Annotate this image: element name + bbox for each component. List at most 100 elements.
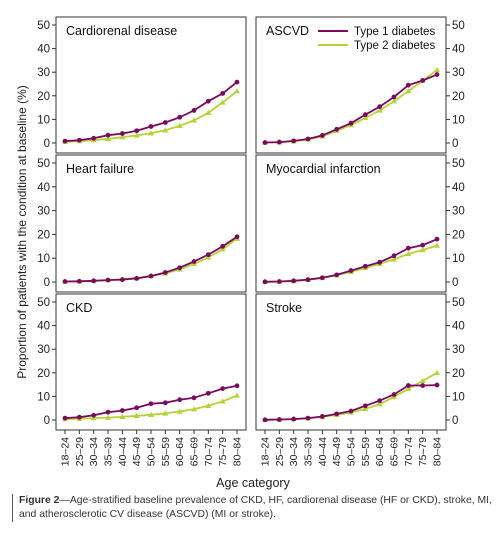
data-point-type1 [405, 82, 411, 88]
data-point-type2 [105, 135, 111, 141]
data-point-type1 [291, 278, 297, 284]
data-point-type1 [91, 278, 97, 284]
y-tick-label: 10 [452, 253, 465, 265]
data-point-type1 [362, 403, 368, 409]
data-point-type1 [348, 268, 354, 273]
data-point-type2 [405, 250, 412, 257]
data-point-type2 [434, 66, 440, 73]
data-point-type1 [434, 236, 440, 242]
data-point-type2 [419, 246, 426, 253]
y-tick-label: 20 [452, 229, 465, 241]
panel-frame [55, 16, 247, 154]
x-tick-label: 65–69 [389, 437, 401, 466]
data-point-type2 [405, 385, 412, 392]
data-point-type1 [148, 124, 154, 129]
y-tick-label: 10 [37, 114, 50, 126]
data-point-type1 [291, 138, 297, 144]
panel-frame [55, 154, 247, 293]
y-tick-label: 20 [452, 91, 465, 103]
y-tick-label: 50 [37, 20, 50, 32]
figure-caption: Figure 2—Age-stratified baseline prevale… [12, 494, 503, 522]
data-point-type2 [105, 414, 111, 420]
data-point-type2 [205, 254, 212, 260]
y-tick-label: 10 [452, 391, 465, 403]
series-line-type2 [264, 244, 438, 283]
y-tick-label: 40 [37, 182, 50, 194]
data-point-type1 [234, 234, 240, 240]
data-point-type2 [219, 246, 226, 252]
data-point-type1 [119, 277, 125, 283]
data-point-type1 [119, 131, 125, 136]
data-point-type2 [148, 411, 154, 418]
data-point-type1 [205, 390, 211, 396]
y-tick-label: 10 [37, 391, 50, 403]
data-point-type1 [319, 133, 325, 138]
data-point-type1 [91, 412, 97, 418]
data-point-type1 [305, 277, 311, 283]
data-point-type1 [377, 259, 383, 265]
data-point-type1 [234, 79, 240, 85]
data-point-type1 [91, 135, 97, 141]
data-point-type1 [134, 276, 140, 281]
y-tick-label: 40 [37, 321, 50, 333]
data-point-type2 [434, 369, 440, 375]
data-point-type1 [148, 273, 154, 279]
y-tick-label: 50 [452, 20, 465, 32]
panel-frame [255, 16, 447, 154]
y-tick-label: 30 [452, 67, 465, 79]
panel-title: Myocardial infarction [266, 162, 381, 176]
data-point-type2 [191, 406, 197, 412]
data-point-type2 [434, 242, 440, 248]
y-tick-label: 40 [452, 321, 465, 333]
panel-title: ASCVD [266, 24, 309, 38]
x-tick-label: 70–74 [403, 437, 415, 466]
data-point-type2 [234, 392, 240, 398]
data-point-type1 [305, 415, 311, 421]
y-tick-label: 0 [44, 277, 50, 289]
x-tick-label: 50–54 [346, 437, 358, 466]
data-point-type1 [191, 395, 197, 401]
y-tick-label: 30 [452, 206, 465, 218]
data-point-type2 [376, 401, 383, 407]
panel-0: 0 10 20 30 40 50 Cardiorenal disease [37, 16, 247, 154]
data-point-type1 [262, 140, 268, 145]
data-point-type1 [220, 386, 226, 392]
data-point-type2 [191, 117, 197, 123]
data-point-type2 [162, 127, 169, 133]
data-point-type1 [276, 417, 282, 422]
data-point-type1 [305, 136, 311, 142]
x-tick-label: 75–79 [417, 437, 429, 466]
data-point-type1 [76, 414, 82, 420]
data-point-type1 [420, 78, 426, 83]
y-tick-label: 50 [37, 158, 50, 170]
data-point-type1 [105, 132, 111, 138]
y-tick-label: 30 [37, 67, 50, 79]
data-point-type2 [162, 410, 169, 416]
y-tick-label: 10 [37, 253, 50, 265]
x-tick-label: 80–84 [232, 437, 244, 466]
y-tick-label: 40 [452, 182, 465, 194]
x-tick-label: 45–49 [131, 437, 143, 466]
data-point-type2 [205, 402, 212, 409]
legend-label-type1: Type 1 diabetes [354, 26, 435, 38]
data-point-type2 [148, 130, 154, 136]
data-point-type1 [291, 416, 297, 422]
data-point-type1 [220, 243, 226, 249]
data-point-type1 [420, 242, 426, 248]
data-point-type1 [205, 252, 211, 258]
panel-title: Cardiorenal disease [66, 24, 177, 38]
x-tick-label: 18–24 [60, 437, 72, 466]
x-tick-label: 25–29 [274, 437, 286, 466]
x-tick-label: 60–64 [174, 437, 186, 466]
data-point-type1 [362, 263, 368, 269]
data-point-type2 [234, 88, 240, 94]
x-tick-label: 30–34 [88, 437, 100, 466]
data-point-type1 [134, 405, 140, 411]
x-tick-label: 35–39 [103, 437, 115, 466]
x-tick-label: 80–84 [432, 437, 444, 466]
x-tick-label: 50–54 [146, 437, 158, 466]
data-point-type1 [377, 398, 383, 404]
panel-title: CKD [66, 301, 92, 315]
data-point-type1 [62, 415, 68, 421]
y-tick-label: 20 [37, 368, 50, 380]
